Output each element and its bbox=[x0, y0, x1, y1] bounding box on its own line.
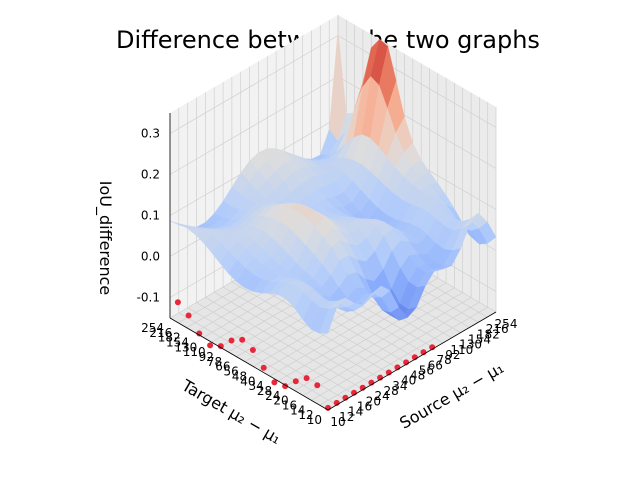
tick-labels: 1012141620242834404856667892110130154182… bbox=[137, 127, 518, 430]
min-marker bbox=[260, 364, 267, 371]
grid-line-y bbox=[311, 97, 480, 401]
grid-line-y bbox=[286, 82, 455, 387]
x-tick-label: 28 bbox=[383, 384, 398, 398]
y-tick-label: 34 bbox=[249, 379, 264, 393]
min-marker bbox=[196, 330, 203, 337]
min-marker bbox=[207, 342, 214, 349]
y-tick-label: 12 bbox=[298, 408, 313, 422]
y-tick-label: 78 bbox=[207, 355, 222, 369]
x-tick-label: 16 bbox=[357, 400, 372, 414]
x-tick-label: 40 bbox=[401, 374, 416, 388]
x-tick-label: 154 bbox=[468, 333, 491, 347]
z-tick-label: 0.1 bbox=[141, 209, 160, 223]
y-tick-label: 216 bbox=[149, 326, 172, 340]
x-tick-label: 78 bbox=[436, 353, 451, 367]
y-axis-line bbox=[169, 317, 329, 411]
y-tick-label: 66 bbox=[215, 360, 230, 374]
min-marker bbox=[292, 378, 299, 385]
min-marker bbox=[217, 343, 224, 350]
grid-line-y bbox=[277, 77, 447, 382]
min-marker bbox=[249, 347, 256, 353]
grid-line-y bbox=[319, 102, 489, 406]
y-tick-label: 48 bbox=[232, 369, 247, 383]
y-tick-label: 20 bbox=[273, 394, 288, 408]
z-axis-label: IoU_difference bbox=[95, 181, 115, 296]
min-marker bbox=[271, 379, 278, 386]
y-tick-label: 110 bbox=[183, 345, 206, 359]
x-tick-label: 66 bbox=[428, 358, 443, 372]
x-tick-label: 56 bbox=[419, 363, 434, 377]
x-tick-label: 20 bbox=[366, 394, 381, 408]
y-tick-label: 28 bbox=[257, 384, 272, 398]
x-axis-line bbox=[327, 311, 497, 411]
x-tick-label: 14 bbox=[348, 405, 363, 419]
axes-lines bbox=[169, 113, 497, 411]
y-tick-label: 56 bbox=[224, 365, 239, 379]
y-tick-label: 130 bbox=[174, 340, 197, 354]
y-tick-label: 182 bbox=[158, 331, 181, 345]
min-marker bbox=[228, 337, 235, 344]
y-tick-label: 40 bbox=[240, 374, 255, 388]
z-tick-label: 0.3 bbox=[141, 127, 160, 141]
surface-plot bbox=[169, 30, 497, 334]
z-tick-label: -0.1 bbox=[137, 291, 160, 305]
x-tick-label: 34 bbox=[392, 379, 407, 393]
y-tick-label: 24 bbox=[265, 389, 280, 403]
min-marker bbox=[185, 312, 192, 319]
z-tick-label: 0.0 bbox=[141, 250, 160, 264]
z-tick-label: 0.2 bbox=[141, 168, 160, 182]
x-tick-label: 130 bbox=[459, 338, 482, 352]
surface-patch bbox=[319, 306, 338, 334]
x-tick-label: 110 bbox=[450, 343, 473, 357]
x-tick-label: 216 bbox=[486, 322, 509, 336]
y-tick-label: 14 bbox=[290, 403, 305, 417]
x-tick-label: 92 bbox=[445, 348, 460, 362]
y-tick-label: 92 bbox=[199, 350, 214, 364]
y-tick-label: 254 bbox=[141, 321, 164, 335]
x-tick-label: 182 bbox=[477, 327, 500, 341]
x-tick-label: 48 bbox=[410, 369, 425, 383]
x-tick-label: 24 bbox=[375, 389, 390, 403]
grid-line-y bbox=[269, 73, 439, 377]
x-tick-label: 254 bbox=[495, 317, 518, 331]
y-tick-label: 10 bbox=[307, 413, 322, 427]
min-marker bbox=[314, 382, 321, 389]
x-tick-label: 12 bbox=[339, 410, 354, 424]
min-marker bbox=[239, 336, 246, 343]
grid-line-y bbox=[302, 92, 472, 396]
grid-line-y bbox=[294, 87, 464, 391]
y-tick-label: 154 bbox=[166, 336, 189, 350]
min-marker bbox=[174, 299, 181, 306]
x-tick-label: 10 bbox=[330, 415, 345, 429]
min-marker bbox=[303, 375, 310, 382]
y-tick-label: 16 bbox=[282, 399, 297, 413]
